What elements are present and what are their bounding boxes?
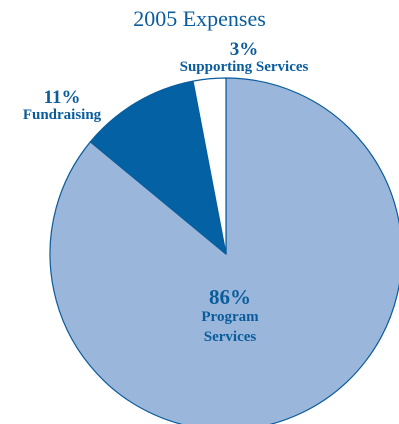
fundraising-name: Fundraising: [22, 106, 102, 123]
fundraising-label: 11% Fundraising: [7, 88, 117, 124]
program-services-name-line-1: Program: [201, 309, 259, 326]
program-services-slice: [49, 77, 399, 424]
program-services-name-line-2: Services: [203, 328, 257, 345]
supporting-services-slice: [192, 77, 227, 255]
program-services-percent: 86%: [209, 285, 251, 309]
fundraising-slice: [89, 80, 227, 255]
program-services-label: 86% Program Services: [170, 286, 290, 347]
supporting-services-name: Supporting Services: [179, 58, 309, 75]
supporting-services-label: 3% Supporting Services: [159, 40, 329, 76]
fundraising-percent: 11%: [43, 87, 81, 108]
supporting-services-percent: 3%: [229, 39, 259, 60]
chart-title: 2005 Expenses: [133, 6, 266, 31]
